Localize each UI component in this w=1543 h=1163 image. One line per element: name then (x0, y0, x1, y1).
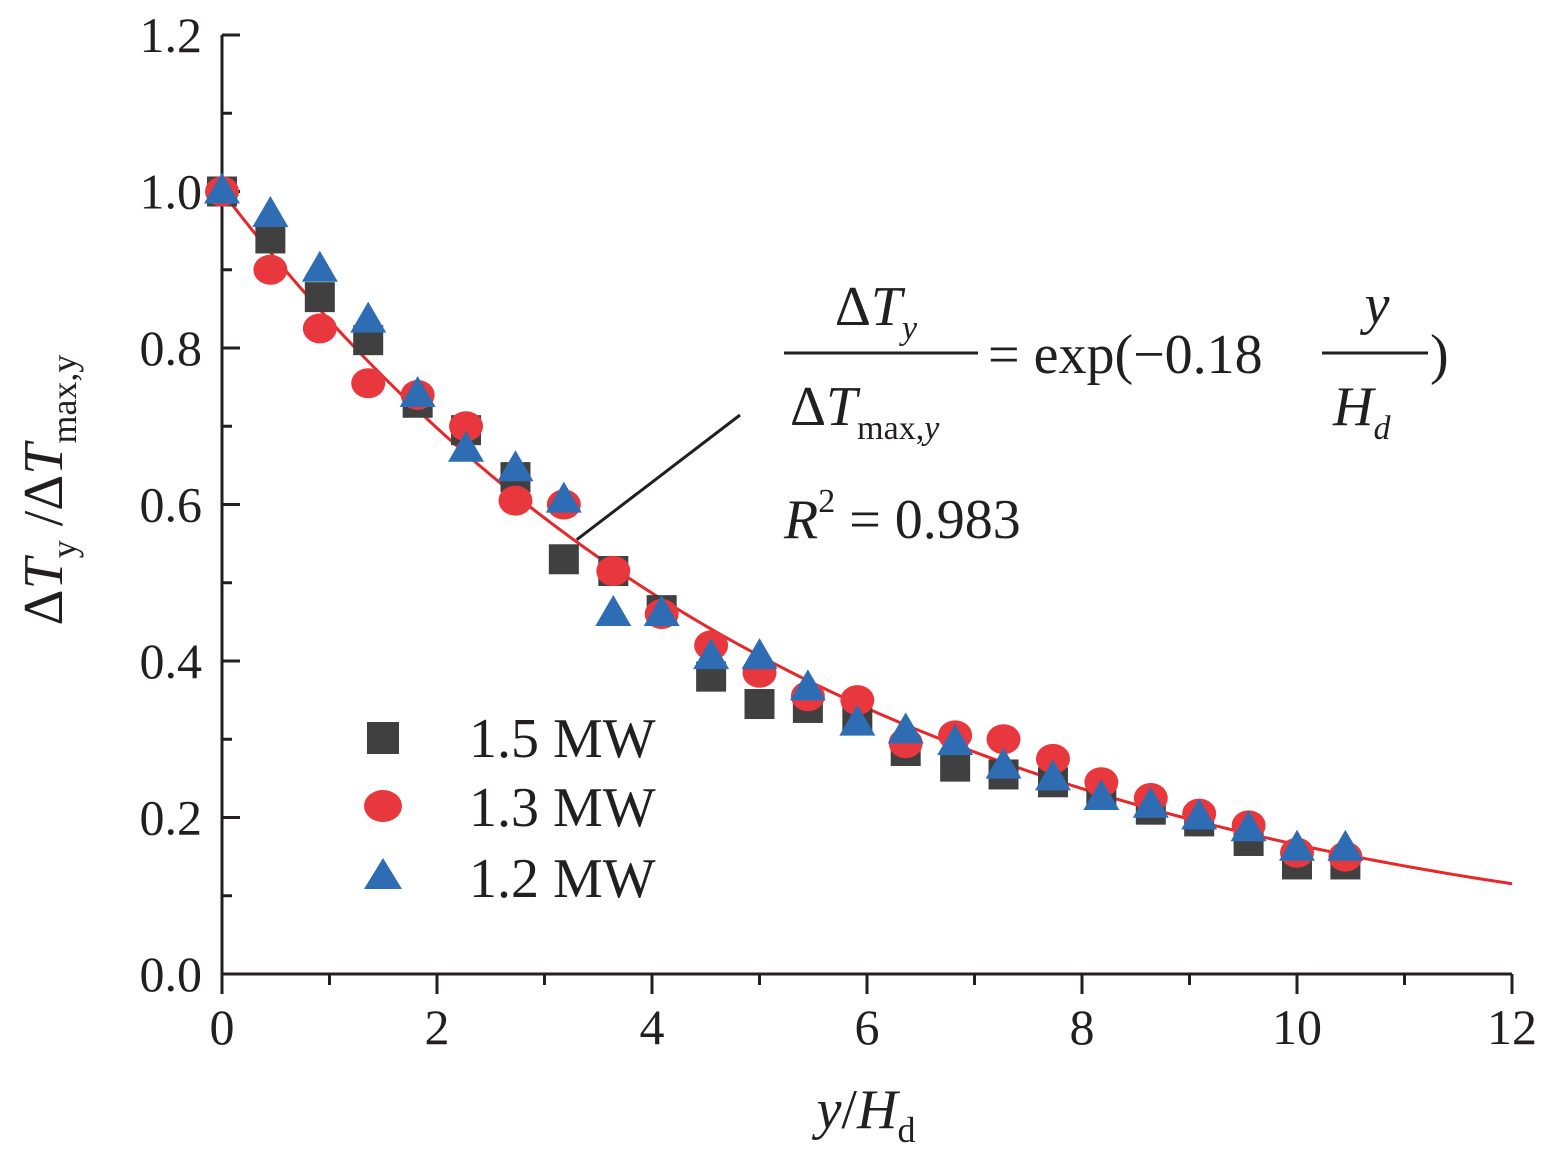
legend-item-1-3mw: 1.3 MW (364, 777, 656, 839)
data-point-square (255, 223, 286, 254)
data-point-triangle (1034, 759, 1071, 791)
series-1-2-mw (204, 172, 1364, 861)
data-point-circle (840, 685, 875, 716)
y-tick-label: 0.2 (140, 790, 203, 846)
y-tick-label: 1.0 (140, 164, 203, 220)
lhs-numerator: ΔTy (835, 276, 918, 347)
data-point-circle (986, 724, 1021, 755)
y-tick-label: 0.6 (140, 477, 203, 533)
legend-label-1-3mw: 1.3 MW (469, 777, 656, 839)
legend-item-1-5mw: 1.5 MW (367, 708, 656, 770)
legend-circle-marker (364, 790, 402, 822)
data-point-triangle (1083, 778, 1120, 810)
data-point-circle (596, 556, 631, 587)
legend-square-marker (367, 722, 399, 754)
data-point-circle (1035, 743, 1070, 774)
fit-equation-annotation: ΔTy ΔTmax,y = exp(−0.18 y Hd ) R2 = 0.98… (575, 274, 1449, 551)
data-point-triangle (204, 172, 240, 204)
data-point-triangle (1327, 829, 1364, 861)
data-point-circle (449, 411, 484, 442)
data-point-circle (302, 313, 337, 344)
data-point-square (304, 282, 335, 313)
annotation-leader-line (575, 413, 741, 541)
y-tick-label: 0.0 (140, 946, 203, 1002)
data-point-triangle (252, 195, 289, 227)
data-point-triangle (1230, 810, 1267, 842)
rhs-numerator: y (1360, 274, 1390, 336)
r-squared: R2 = 0.983 (783, 483, 1021, 551)
y-ticks: 0.0 0.2 0.4 0.6 0.8 1.0 1.2 (140, 7, 240, 1002)
data-point-triangle (399, 375, 436, 407)
x-tick-label: 10 (1272, 999, 1322, 1055)
x-tick-label: 6 (855, 999, 880, 1055)
data-point-triangle (1181, 798, 1218, 830)
x-tick-label: 8 (1070, 999, 1095, 1055)
data-point-triangle (643, 595, 680, 627)
data-point-triangle (937, 724, 974, 756)
data-point-triangle (839, 704, 876, 736)
legend: 1.5 MW 1.3 MW 1.2 MW (364, 708, 656, 910)
data-point-triangle (301, 250, 338, 282)
data-point-square (940, 751, 971, 782)
rhs-denominator: Hd (1332, 376, 1391, 447)
legend-label-1-2mw: 1.2 MW (469, 848, 656, 910)
data-point-triangle (497, 450, 534, 482)
data-point-square (548, 544, 579, 575)
y-tick-label: 1.2 (140, 7, 203, 63)
x-ticks: 0 2 4 6 8 10 12 (210, 974, 1537, 1055)
x-tick-label: 12 (1487, 999, 1537, 1055)
data-point-circle (498, 485, 533, 516)
data-point-triangle (448, 430, 485, 462)
data-point-triangle (545, 481, 582, 513)
data-point-triangle (887, 712, 924, 744)
data-point-triangle (595, 595, 632, 627)
y-tick-label: 0.4 (140, 633, 203, 689)
data-point-triangle (1132, 786, 1169, 818)
legend-item-1-2mw: 1.2 MW (364, 848, 656, 910)
x-tick-label: 2 (425, 999, 450, 1055)
lhs-denominator: ΔTmax,y (790, 376, 940, 447)
data-point-triangle (350, 301, 387, 333)
data-point-triangle (693, 638, 730, 670)
y-tick-label: 0.8 (140, 320, 203, 376)
series-layer (204, 172, 1364, 880)
data-point-triangle (985, 747, 1022, 779)
equation-rhs-suffix: ) (1430, 324, 1449, 386)
data-point-circle (253, 254, 288, 285)
x-tick-label: 4 (640, 999, 665, 1055)
legend-triangle-marker (364, 858, 402, 889)
x-tick-label: 0 (210, 999, 235, 1055)
x-axis-label: y/Hd (812, 1079, 916, 1150)
data-point-triangle (741, 638, 778, 670)
data-point-triangle (789, 669, 826, 701)
equation-rhs-prefix: = exp(−0.18 (988, 324, 1263, 386)
data-point-triangle (1279, 829, 1315, 861)
data-point-square (744, 689, 775, 720)
data-point-circle (351, 368, 386, 399)
y-axis-label: ΔTy /ΔTmax,y (13, 355, 84, 626)
legend-label-1-5mw: 1.5 MW (469, 708, 656, 770)
